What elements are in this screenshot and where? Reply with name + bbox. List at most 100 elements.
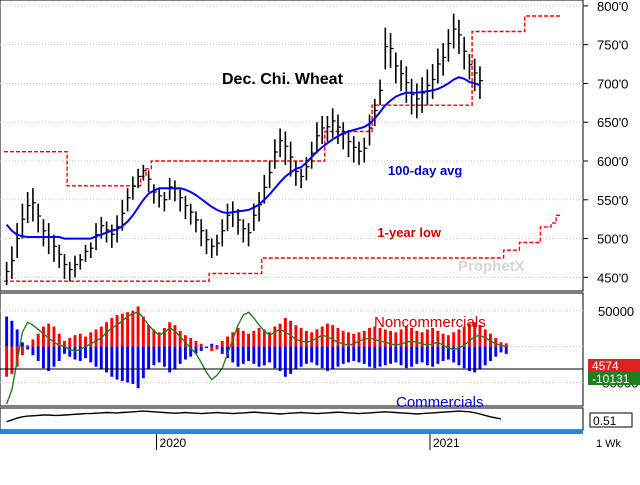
commercial-bar <box>26 346 30 350</box>
noncommercial-bar <box>157 332 161 347</box>
noncommercial-bar <box>20 346 24 356</box>
commercial-bar <box>347 346 350 363</box>
commercial-bar <box>368 346 371 367</box>
commercial-bar <box>168 346 172 373</box>
commercial-bar <box>173 346 177 370</box>
commercial-bar <box>131 346 135 384</box>
price-grid <box>0 5 583 278</box>
commercial-bar <box>41 346 45 369</box>
noncommercial-bar <box>141 316 145 347</box>
index-line <box>6 410 502 423</box>
price-tick-label: 750'0 <box>597 38 628 53</box>
commercial-bar <box>294 346 298 370</box>
noncommercial-bar <box>247 333 251 347</box>
commercial-bar <box>383 346 387 366</box>
noncommercial-bar <box>299 327 303 347</box>
price-axis: 800'0 750'0 700'0 650'0 600'0 550'0 500'0 450'0 <box>583 0 628 285</box>
noncommercial-bar <box>336 327 340 347</box>
cot-tick-label: 50000 <box>598 304 634 319</box>
noncommercial-bar <box>420 332 424 347</box>
noncommercial-bar <box>10 346 14 374</box>
noncommercial-bar <box>410 327 414 347</box>
noncommercial-bar <box>189 338 193 347</box>
commercial-bar <box>78 346 82 361</box>
noncommercial-bar <box>220 340 224 347</box>
commercial-bar <box>299 346 303 367</box>
noncommercial-bar <box>325 323 329 347</box>
noncommercial-bar <box>210 346 214 351</box>
ma-annotation: 100-day avg <box>388 163 462 178</box>
commercial-bar <box>68 346 72 357</box>
noncommercial-bar <box>199 343 203 347</box>
noncommercial-bar <box>41 326 45 347</box>
commercial-bar <box>178 346 182 364</box>
commercial-bar <box>473 346 477 373</box>
commercial-bar <box>362 346 366 364</box>
noncommercial-bar <box>289 320 293 347</box>
noncommercial-bar <box>15 346 19 367</box>
commercial-bar <box>231 346 235 363</box>
commercial-bar <box>357 346 361 363</box>
commercial-bar <box>494 346 498 357</box>
commercial-bar <box>478 346 482 370</box>
commercial-bar <box>10 320 14 347</box>
commercial-bar <box>63 346 66 354</box>
moving-average <box>5 76 481 240</box>
time-tick-label: 2020 <box>160 436 187 450</box>
noncommercial-bar <box>36 333 40 347</box>
commercial-bar <box>457 346 461 366</box>
noncommercial-bar <box>173 325 177 347</box>
commercial-bar <box>115 346 119 380</box>
noncommercial-bar <box>494 338 498 347</box>
commercial-bar <box>268 346 272 363</box>
noncommercial-bar <box>262 329 266 347</box>
cot-bars <box>5 306 508 389</box>
noncommercial-bar <box>473 322 477 347</box>
commercial-bar <box>84 346 87 359</box>
commercial-bar <box>136 346 140 389</box>
noncommercial-bar <box>84 336 87 347</box>
noncommercial-bar <box>278 323 282 347</box>
noncommercial-bar <box>52 326 56 347</box>
commercial-bar <box>425 346 429 366</box>
commercial-bar <box>262 346 266 366</box>
commercial-bar <box>141 346 145 379</box>
commercial-bar <box>194 346 198 354</box>
noncommercial-bar <box>394 332 398 347</box>
noncommercial-bar <box>389 330 393 347</box>
commercial-bar <box>189 346 193 357</box>
noncommercial-bar <box>120 313 124 347</box>
noncommercial-bar <box>147 325 151 347</box>
commercial-bar <box>52 346 56 367</box>
commercial-bar <box>325 346 329 372</box>
noncommercial-bar <box>436 330 440 347</box>
commercial-bar <box>220 346 224 354</box>
commercial-bar <box>110 346 114 377</box>
noncommercial-bar <box>362 330 366 347</box>
commercial-bar <box>315 346 319 366</box>
commercial-bar <box>120 346 124 382</box>
commercial-bar <box>389 346 393 364</box>
noncommercial-bar <box>89 332 93 347</box>
commercial-bar <box>304 346 308 364</box>
commercial-bar <box>94 346 98 367</box>
noncomm-value-badge <box>588 359 640 372</box>
commercial-bar <box>73 346 77 360</box>
noncommercial-bar <box>467 323 471 347</box>
commercial-bar <box>483 346 487 366</box>
index-value: 0.51 <box>593 414 617 428</box>
comm-value-badge <box>588 372 640 385</box>
noncommercial-bar <box>194 340 198 347</box>
commercial-bar <box>199 346 203 351</box>
noncommercial-bar <box>415 330 419 347</box>
noncommercial-bar <box>226 336 229 347</box>
comm-value: -10131 <box>592 372 630 386</box>
commercial-bar <box>394 346 398 363</box>
noncommercial-bar <box>373 326 377 347</box>
commercial-bar <box>320 346 324 369</box>
commercial-bar <box>152 346 156 366</box>
noncommercial-bar <box>399 329 403 347</box>
noncommercial-bar <box>462 326 466 347</box>
commercial-bar <box>420 346 424 363</box>
